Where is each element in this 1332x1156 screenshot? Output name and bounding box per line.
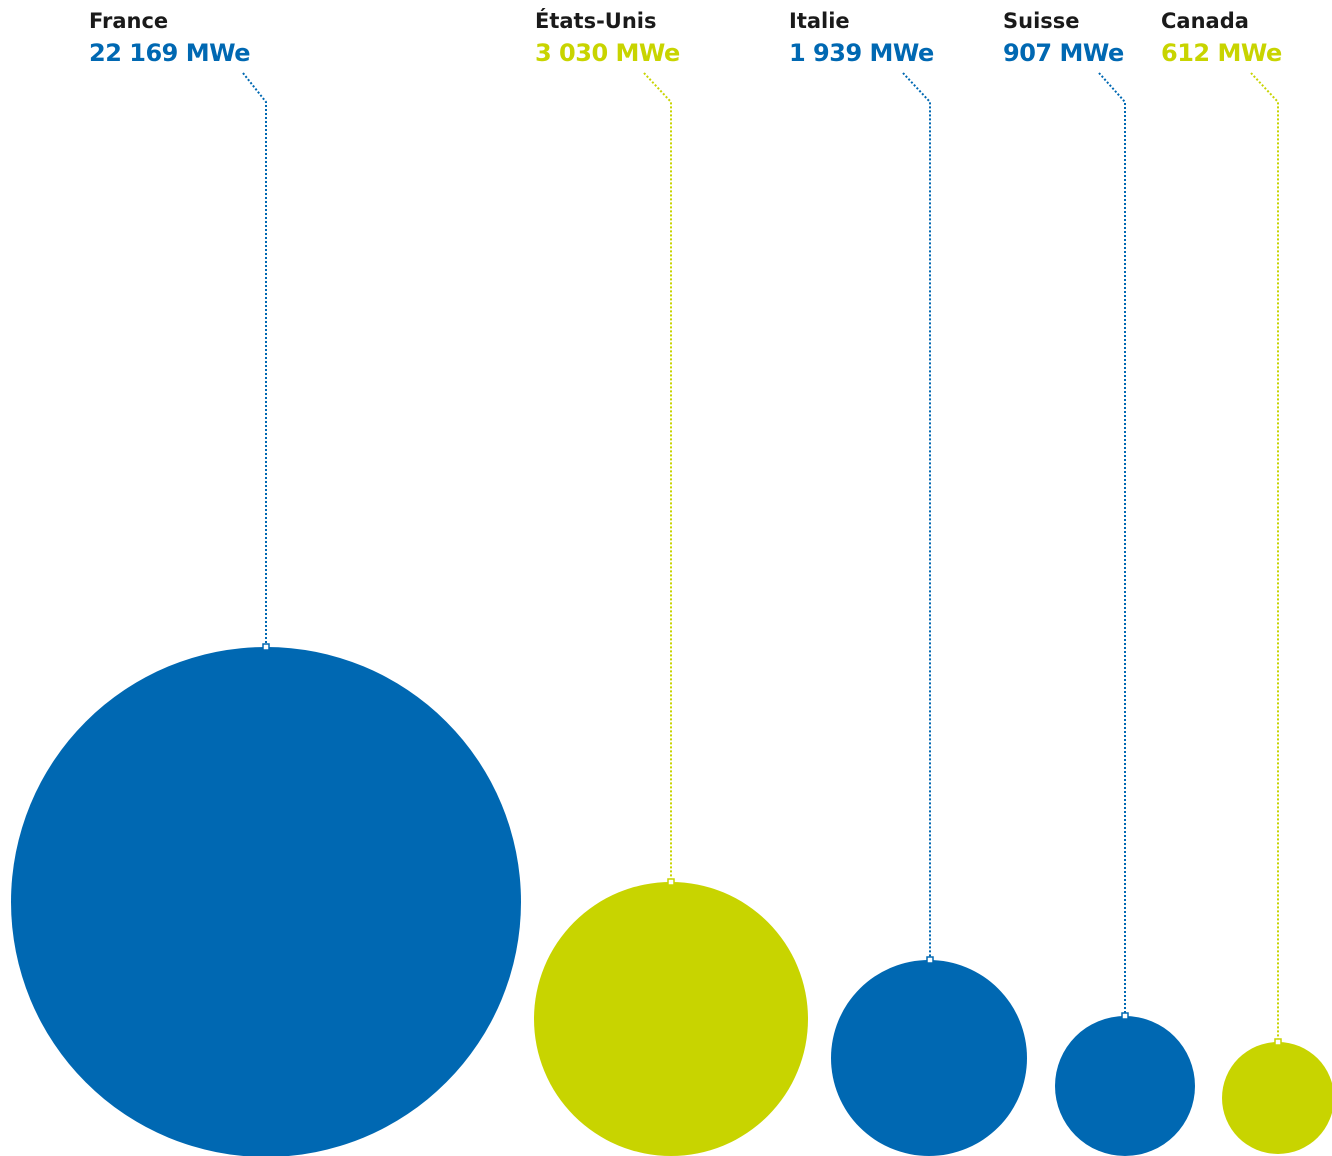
- country-label-france: France: [89, 9, 168, 33]
- leader-line-france: [242, 72, 267, 647]
- leader-anchor-canada: [1274, 1038, 1282, 1046]
- value-label-etats-unis: 3 030 MWe: [535, 39, 680, 67]
- country-label-suisse: Suisse: [1003, 9, 1080, 33]
- leader-anchor-italie: [926, 956, 934, 964]
- value-label-france: 22 169 MWe: [89, 39, 250, 67]
- bubble-france: [11, 647, 521, 1156]
- bubbles-layer: [11, 647, 1332, 1156]
- value-label-suisse: 907 MWe: [1003, 39, 1124, 67]
- country-label-etats-unis: États-Unis: [535, 8, 657, 33]
- country-label-canada: Canada: [1161, 9, 1249, 33]
- leader-line-italie: [902, 72, 931, 960]
- bubble-italie: [831, 960, 1027, 1156]
- country-label-italie: Italie: [789, 9, 850, 33]
- value-label-canada: 612 MWe: [1161, 39, 1282, 67]
- bubble-etats-unis: [534, 882, 808, 1156]
- leader-line-suisse: [1098, 72, 1126, 1016]
- bubble-suisse: [1055, 1016, 1195, 1156]
- leader-lines-layer: [242, 72, 1282, 1046]
- leader-anchor-suisse: [1121, 1012, 1129, 1020]
- bubble-canada: [1222, 1042, 1332, 1154]
- leader-anchor-france: [262, 643, 270, 651]
- value-label-italie: 1 939 MWe: [789, 39, 934, 67]
- leader-anchor-etats-unis: [667, 878, 675, 886]
- leader-line-canada: [1250, 72, 1279, 1042]
- labels-layer: France 22 169 MWe États-Unis 3 030 MWe Itali…: [89, 8, 1282, 67]
- leader-line-etats-unis: [643, 72, 672, 882]
